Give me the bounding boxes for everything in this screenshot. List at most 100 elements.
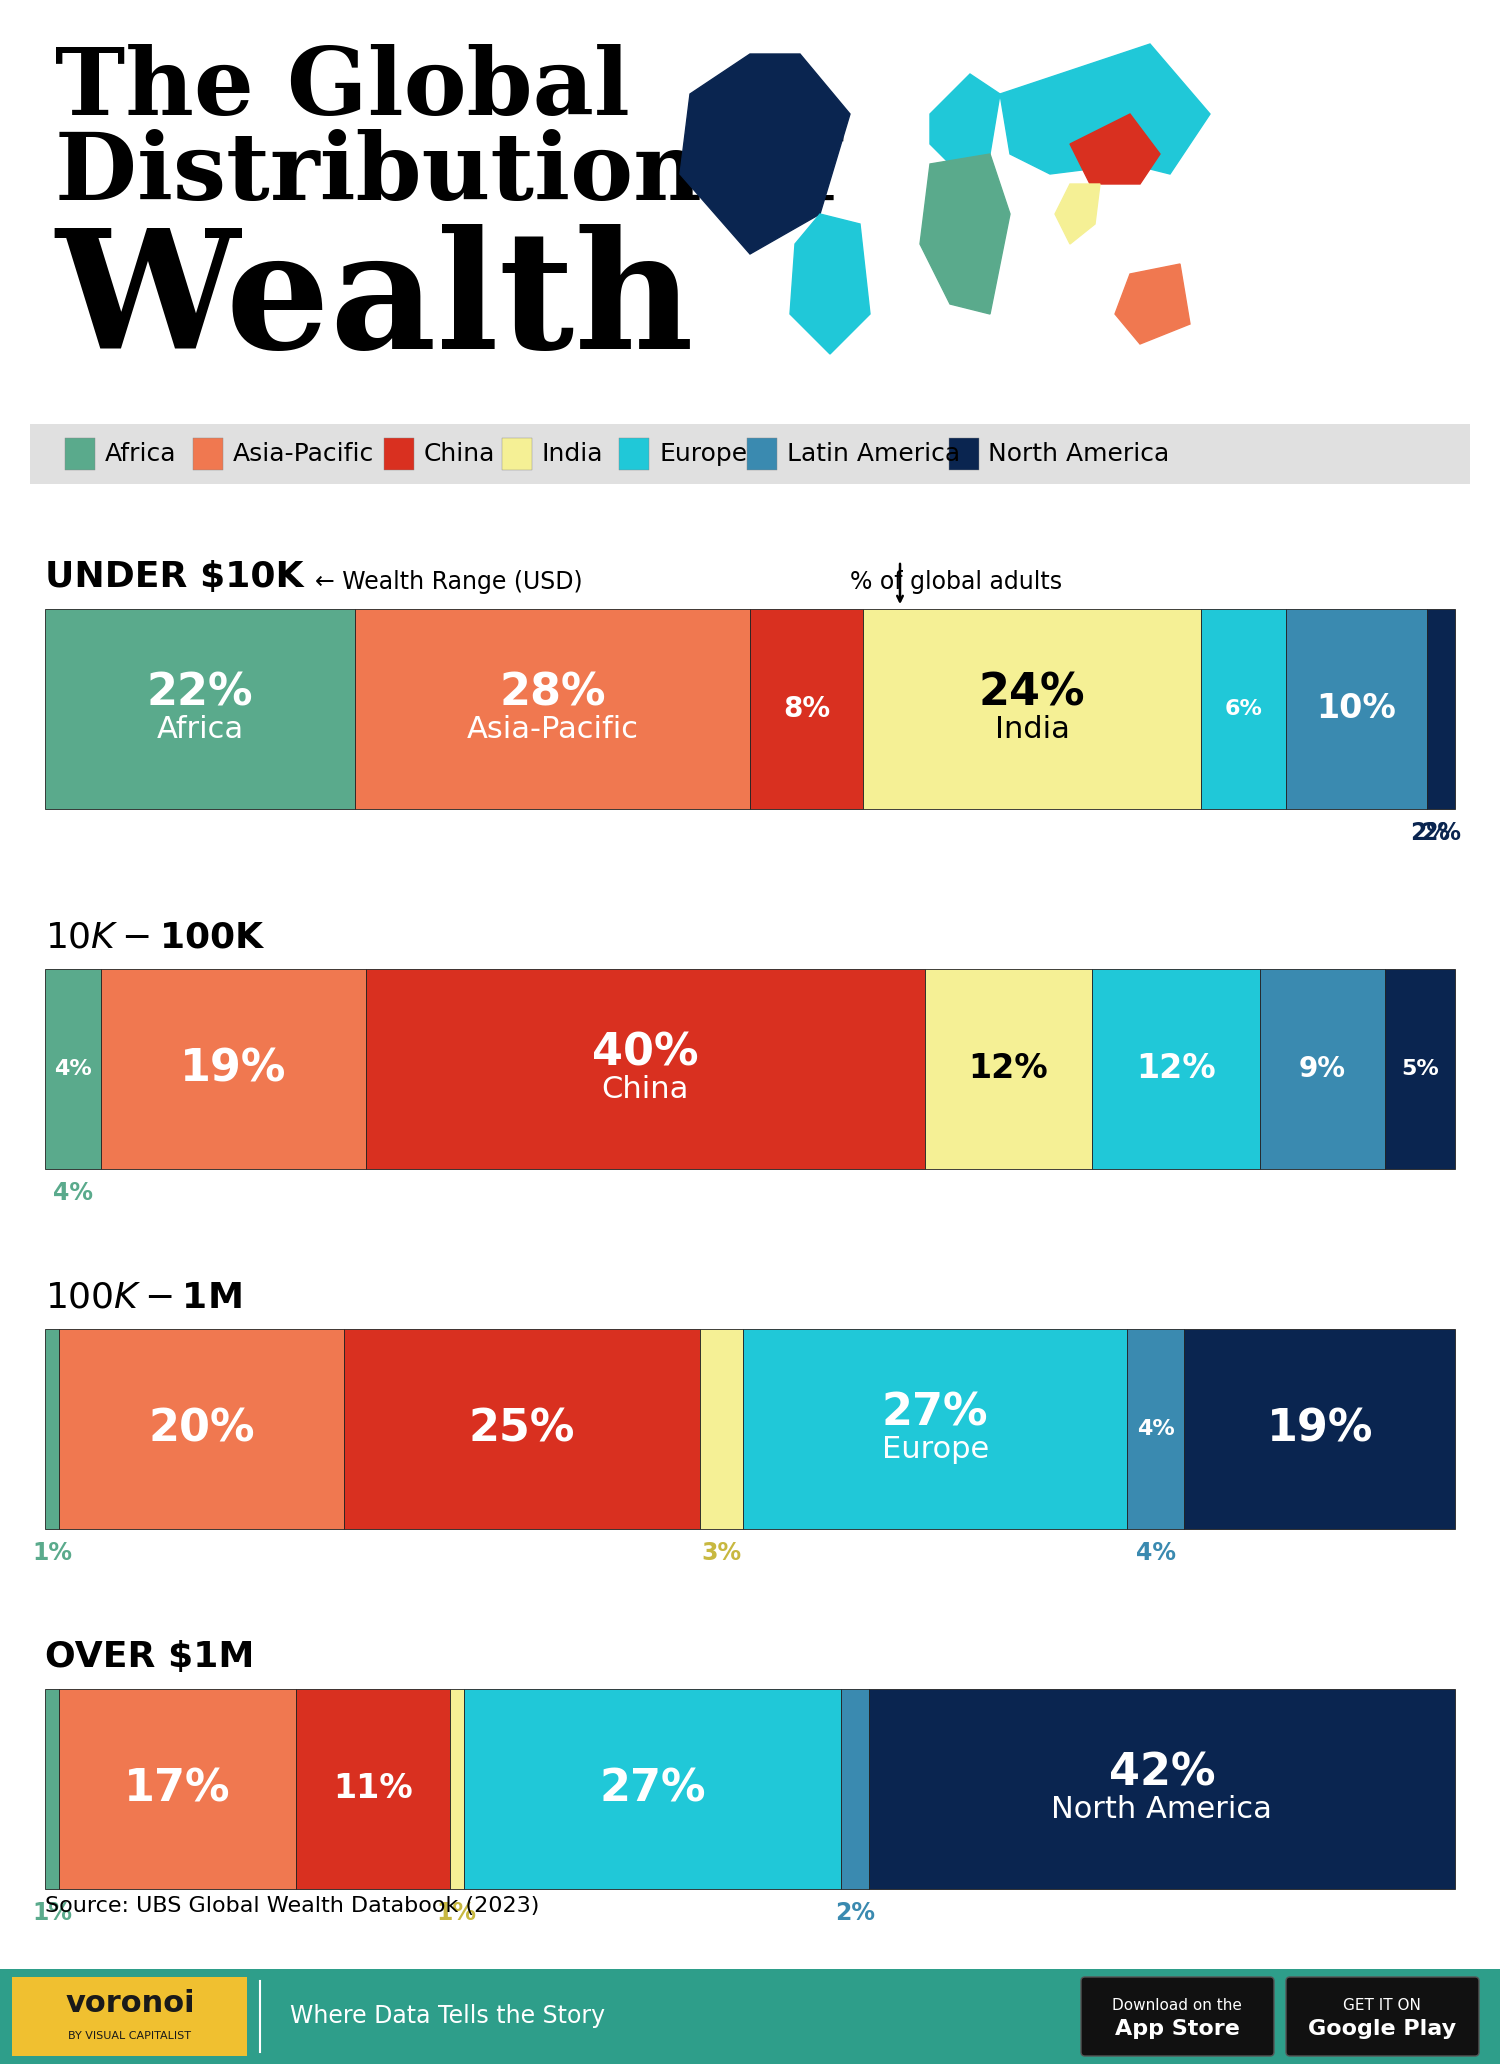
Text: 1%: 1% (32, 1901, 72, 1926)
FancyBboxPatch shape (1286, 1977, 1479, 2056)
Text: Distribution of: Distribution of (56, 128, 838, 219)
Bar (1426, 609, 1455, 809)
Text: 6%: 6% (1224, 700, 1263, 718)
Text: China: China (602, 1075, 688, 1104)
Polygon shape (930, 74, 1000, 163)
Bar (194, 438, 224, 471)
Text: Africa: Africa (105, 442, 177, 466)
Text: 2%: 2% (1410, 821, 1450, 844)
Text: 11%: 11% (333, 1773, 412, 1806)
Text: BY VISUAL CAPITALIST: BY VISUAL CAPITALIST (69, 2031, 192, 2041)
Bar (64, 438, 94, 471)
Text: 4%: 4% (1136, 1542, 1176, 1565)
Bar (501, 438, 531, 471)
Bar (297, 1688, 450, 1889)
Bar (862, 609, 1202, 809)
Bar (1260, 968, 1384, 1168)
Text: 19%: 19% (180, 1049, 286, 1090)
Bar (450, 1688, 464, 1889)
Text: Asia-Pacific: Asia-Pacific (232, 442, 375, 466)
Text: UNDER $10K: UNDER $10K (45, 559, 303, 594)
Text: 27%: 27% (882, 1391, 989, 1434)
Bar (58, 1688, 297, 1889)
Polygon shape (1000, 43, 1210, 173)
Text: 8%: 8% (783, 696, 830, 722)
Text: OVER $1M: OVER $1M (45, 1641, 255, 1674)
Polygon shape (920, 155, 1010, 314)
Bar (948, 438, 978, 471)
Bar (0, 1969, 1500, 2064)
Bar (750, 609, 862, 809)
Text: % of global adults: % of global adults (850, 570, 1062, 594)
Text: 20%: 20% (148, 1408, 255, 1451)
Text: North America: North America (1052, 1794, 1272, 1823)
Bar (747, 438, 777, 471)
Bar (384, 438, 414, 471)
Text: App Store: App Store (1114, 2019, 1239, 2039)
Bar (45, 609, 356, 809)
Text: Source: UBS Global Wealth Databook (2023): Source: UBS Global Wealth Databook (2023… (45, 1897, 540, 1915)
Bar (620, 438, 650, 471)
Text: 12%: 12% (969, 1053, 1048, 1086)
Text: Google Play: Google Play (1308, 2019, 1456, 2039)
Text: Wealth: Wealth (56, 225, 693, 384)
FancyBboxPatch shape (1082, 1977, 1274, 2056)
Polygon shape (680, 54, 850, 254)
Text: 4%: 4% (54, 1059, 92, 1079)
Text: 24%: 24% (978, 671, 1084, 714)
Text: $100K - $1M: $100K - $1M (45, 1280, 242, 1315)
Bar (45, 1329, 58, 1529)
Text: voronoi: voronoi (64, 1990, 195, 2019)
Text: North America: North America (988, 442, 1170, 466)
Bar (45, 968, 100, 1168)
Bar (924, 968, 1092, 1168)
Text: 4%: 4% (53, 1181, 93, 1205)
Text: Europe: Europe (658, 442, 747, 466)
Text: Latin America: Latin America (788, 442, 960, 466)
Text: Where Data Tells the Story: Where Data Tells the Story (290, 2004, 604, 2029)
Text: Africa: Africa (156, 714, 243, 743)
Bar (742, 1329, 1128, 1529)
Bar (1128, 1329, 1185, 1529)
Text: The Global: The Global (56, 43, 630, 134)
Polygon shape (1070, 114, 1160, 184)
Text: 2%: 2% (1420, 821, 1461, 844)
Polygon shape (1054, 184, 1100, 244)
Text: 1%: 1% (32, 1542, 72, 1565)
Text: 19%: 19% (1266, 1408, 1372, 1451)
Text: Download on the: Download on the (1112, 1998, 1242, 2014)
Text: ← Wealth Range (USD): ← Wealth Range (USD) (315, 570, 582, 594)
Text: 22%: 22% (147, 671, 254, 714)
Text: 1%: 1% (436, 1901, 477, 1926)
Bar (344, 1329, 700, 1529)
Bar (12, 1977, 248, 2056)
Text: 9%: 9% (1299, 1055, 1346, 1084)
Bar (1384, 968, 1455, 1168)
Bar (356, 609, 750, 809)
Text: China: China (424, 442, 495, 466)
Bar (1092, 968, 1260, 1168)
Bar (868, 1688, 1455, 1889)
Bar (700, 1329, 742, 1529)
Text: Europe: Europe (882, 1434, 989, 1463)
Text: 4%: 4% (1137, 1420, 1174, 1439)
Text: 5%: 5% (1401, 1059, 1438, 1079)
Text: 27%: 27% (598, 1767, 705, 1810)
Text: India: India (994, 714, 1070, 743)
Bar (464, 1688, 840, 1889)
Bar (1185, 1329, 1455, 1529)
Bar (1202, 609, 1286, 809)
Text: 2%: 2% (834, 1901, 874, 1926)
Bar (366, 968, 924, 1168)
Text: 12%: 12% (1136, 1053, 1215, 1086)
Bar (840, 1688, 868, 1889)
Text: 25%: 25% (470, 1408, 576, 1451)
Polygon shape (1114, 264, 1190, 345)
Bar (58, 1329, 344, 1529)
Text: India: India (542, 442, 603, 466)
Text: $10K - $100K: $10K - $100K (45, 921, 266, 954)
Text: 3%: 3% (702, 1542, 741, 1565)
Bar (1286, 609, 1426, 809)
Text: GET IT ON: GET IT ON (1342, 1998, 1420, 2014)
Text: 42%: 42% (1108, 1752, 1215, 1794)
